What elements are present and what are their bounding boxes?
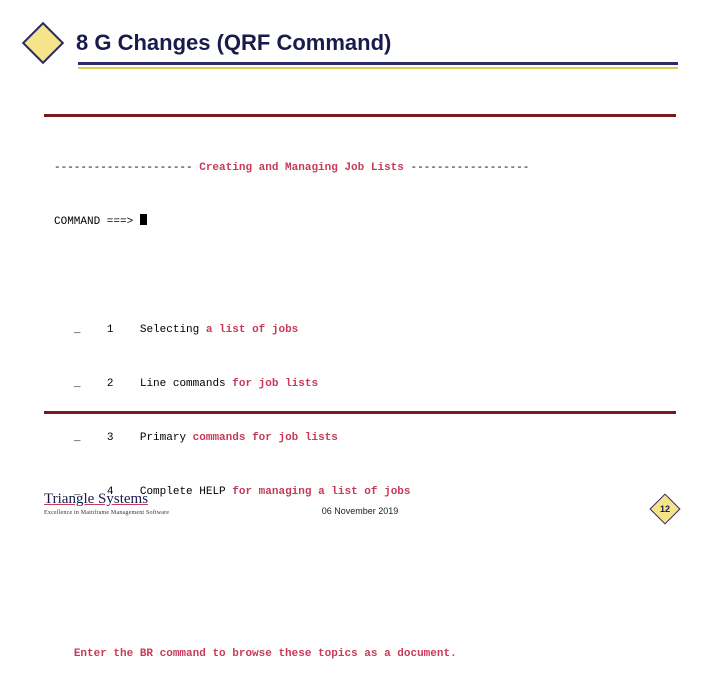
slide-number-badge: 12 bbox=[654, 498, 676, 520]
row-highlight: for job lists bbox=[232, 378, 318, 390]
footer: Triangle Systems Excellence in Mainframe… bbox=[44, 480, 676, 522]
row-highlight: a list of jobs bbox=[206, 324, 298, 336]
hint-text-a: Enter the bbox=[74, 648, 140, 660]
logo-tagline: Excellence in Mainframe Management Softw… bbox=[44, 510, 169, 516]
company-logo: Triangle Systems Excellence in Mainframe… bbox=[44, 491, 169, 516]
hint-row: Enter the BR command to browse these top… bbox=[54, 645, 666, 663]
row-text: Selecting bbox=[140, 324, 206, 336]
row-num: 2 bbox=[107, 378, 114, 390]
sel-field[interactable]: _ bbox=[74, 324, 81, 336]
menu-row-2[interactable]: _ 2 Line commands for job lists bbox=[54, 375, 666, 393]
row-num: 1 bbox=[107, 324, 114, 336]
terminal-panel: --------------------- Creating and Manag… bbox=[44, 114, 676, 414]
sel-field[interactable]: _ bbox=[74, 378, 81, 390]
command-line[interactable]: COMMAND ===> bbox=[54, 213, 666, 231]
banner-dash-left: --------------------- bbox=[54, 162, 199, 174]
terminal-content: --------------------- Creating and Manag… bbox=[54, 123, 666, 699]
footer-date: 06 November 2019 bbox=[322, 506, 399, 516]
logo-word-triangle: Triangle bbox=[44, 491, 94, 507]
slide-number: 12 bbox=[654, 498, 676, 520]
cursor-icon bbox=[140, 214, 147, 225]
logo-brand: Triangle Systems bbox=[44, 491, 169, 508]
hint-text-c: command to browse these topics as a docu… bbox=[153, 648, 457, 660]
menu-row-1[interactable]: _ 1 Selecting a list of jobs bbox=[54, 321, 666, 339]
slide-title: 8 G Changes (QRF Command) bbox=[76, 30, 391, 56]
banner-title: Creating and Managing Job Lists bbox=[199, 162, 404, 174]
row-text: Primary bbox=[140, 432, 193, 444]
logo-word-systems: Systems bbox=[94, 491, 148, 507]
diamond-bullet-icon bbox=[22, 22, 64, 64]
blank-row bbox=[54, 591, 666, 609]
row-highlight: commands for job lists bbox=[193, 432, 338, 444]
title-row: 8 G Changes (QRF Command) bbox=[28, 28, 680, 58]
row-text: Line commands bbox=[140, 378, 232, 390]
hint-command: BR bbox=[140, 648, 153, 660]
command-label: COMMAND ===> bbox=[54, 216, 140, 228]
terminal-banner-row: --------------------- Creating and Manag… bbox=[54, 159, 666, 177]
row-num: 3 bbox=[107, 432, 114, 444]
sel-field[interactable]: _ bbox=[74, 432, 81, 444]
banner-dash-right: ------------------ bbox=[404, 162, 529, 174]
blank-row bbox=[54, 267, 666, 285]
menu-row-3[interactable]: _ 3 Primary commands for job lists bbox=[54, 429, 666, 447]
title-underline bbox=[78, 62, 678, 65]
